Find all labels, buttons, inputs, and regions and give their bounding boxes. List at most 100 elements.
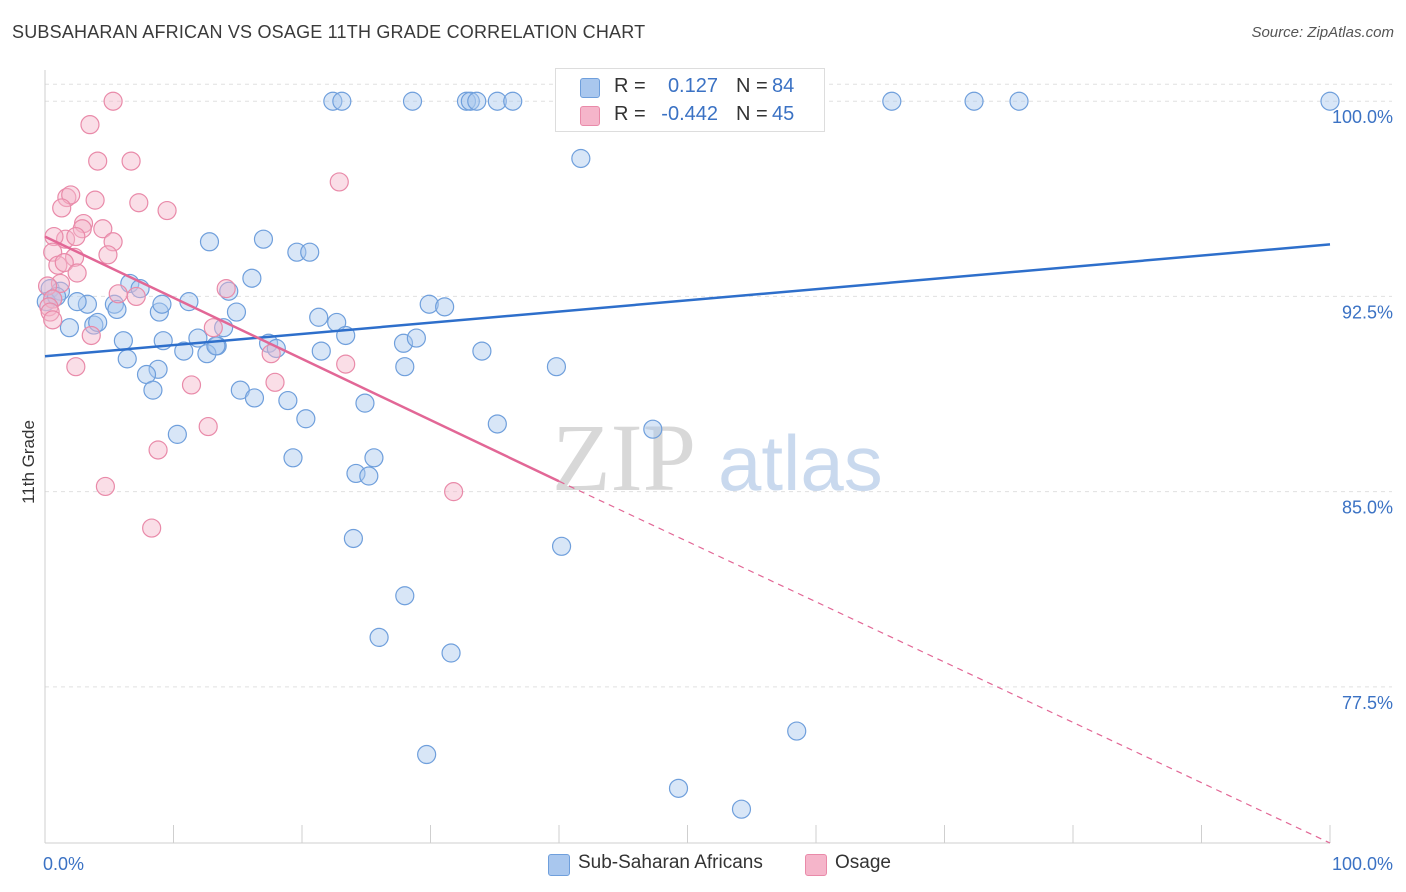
data-point xyxy=(108,284,128,304)
data-point xyxy=(148,359,168,379)
watermark-atlas: atlas xyxy=(718,419,883,507)
data-point xyxy=(472,341,492,361)
data-point xyxy=(503,91,523,111)
data-point xyxy=(80,115,100,135)
data-point xyxy=(50,281,71,301)
legend-label: Sub-Saharan Africans xyxy=(578,852,763,873)
data-point xyxy=(95,476,115,497)
data-point xyxy=(103,91,123,111)
data-point xyxy=(43,310,63,330)
data-point xyxy=(129,193,149,213)
series-osage-points xyxy=(37,91,464,538)
data-point xyxy=(113,331,133,351)
data-point xyxy=(67,263,87,283)
data-point xyxy=(364,448,384,468)
legend-row-osage: R = -0.442 N = 45 xyxy=(556,101,824,129)
data-point xyxy=(444,482,464,502)
data-point xyxy=(72,219,92,239)
data-point xyxy=(643,419,663,439)
legend-r-value: 0.127 xyxy=(667,75,718,97)
legend-r-value: -0.442 xyxy=(661,103,718,125)
data-point xyxy=(435,297,455,317)
data-point xyxy=(395,586,415,606)
data-point xyxy=(336,354,356,374)
data-point xyxy=(61,185,81,205)
y-tick-label: 92.5% xyxy=(1342,302,1393,322)
legend-r-label: R = xyxy=(614,75,646,97)
stats-legend: R = 0.127 N = 84 R = -0.442 N = 45 xyxy=(555,68,825,132)
data-point xyxy=(81,325,101,346)
data-point xyxy=(441,643,461,663)
data-point xyxy=(551,536,572,556)
data-point xyxy=(44,226,64,247)
data-point xyxy=(117,349,137,369)
y-tick-label: 85.0% xyxy=(1342,498,1393,518)
legend-n-value: 45 xyxy=(772,103,795,125)
data-point xyxy=(487,414,507,434)
trend-line-osage xyxy=(44,235,560,483)
data-point xyxy=(88,151,108,171)
data-point xyxy=(104,294,124,314)
axes xyxy=(44,70,1331,844)
data-point xyxy=(402,91,423,111)
data-point xyxy=(467,91,487,111)
data-point xyxy=(157,200,177,221)
data-point xyxy=(66,226,86,247)
legend-n-value: 84 xyxy=(772,75,795,97)
data-point xyxy=(296,409,316,429)
data-point xyxy=(546,357,567,377)
data-point xyxy=(406,328,426,348)
legend-swatch-blue xyxy=(580,78,600,98)
y-tick-label: 77.5% xyxy=(1342,693,1393,713)
data-point xyxy=(882,91,902,111)
data-point xyxy=(265,372,285,392)
data-point xyxy=(52,198,72,218)
watermark: ZIP atlas xyxy=(552,404,883,511)
data-point xyxy=(203,318,223,338)
legend-label: Osage xyxy=(835,852,891,873)
data-point xyxy=(67,292,87,312)
data-point xyxy=(98,245,118,265)
data-point xyxy=(300,242,320,262)
trend-line-osage-extrapolated xyxy=(558,480,1331,844)
data-point xyxy=(206,336,226,356)
legend-n-label: N = xyxy=(736,75,768,97)
data-point xyxy=(329,172,349,192)
data-point xyxy=(40,302,60,322)
data-point xyxy=(1320,91,1340,111)
data-point xyxy=(278,390,298,411)
data-point xyxy=(142,518,162,538)
data-point xyxy=(121,151,141,171)
data-point xyxy=(126,286,146,307)
trend-line-sub-saharan xyxy=(44,243,1331,358)
data-point xyxy=(199,232,220,252)
data-point xyxy=(226,302,247,322)
data-point xyxy=(332,91,352,111)
data-point xyxy=(359,466,379,486)
legend-n-label: N = xyxy=(736,103,768,125)
data-point xyxy=(152,294,172,314)
trend-lines xyxy=(44,235,1331,844)
data-point xyxy=(107,299,127,320)
data-point xyxy=(417,744,437,765)
data-point xyxy=(167,424,187,444)
data-point xyxy=(1009,91,1029,111)
legend-swatch-blue xyxy=(548,854,570,876)
data-point xyxy=(668,778,689,798)
x-tick-label: 100.0% xyxy=(1332,854,1393,874)
data-point xyxy=(59,318,80,338)
watermark-zip: ZIP xyxy=(552,404,696,511)
data-point xyxy=(731,799,752,819)
data-point xyxy=(393,333,414,353)
data-point xyxy=(571,148,591,169)
data-point xyxy=(309,307,329,327)
data-point xyxy=(198,416,218,437)
data-point xyxy=(311,341,331,361)
data-point xyxy=(181,375,202,395)
y-axis-label: 11th Grade xyxy=(19,420,38,504)
data-point xyxy=(216,279,236,299)
tick-labels: 77.5% 85.0% 92.5% 100.0% 0.0% 100.0% xyxy=(43,107,1393,874)
source-note: Source: ZipAtlas.com xyxy=(1251,24,1394,41)
data-point xyxy=(148,440,168,460)
